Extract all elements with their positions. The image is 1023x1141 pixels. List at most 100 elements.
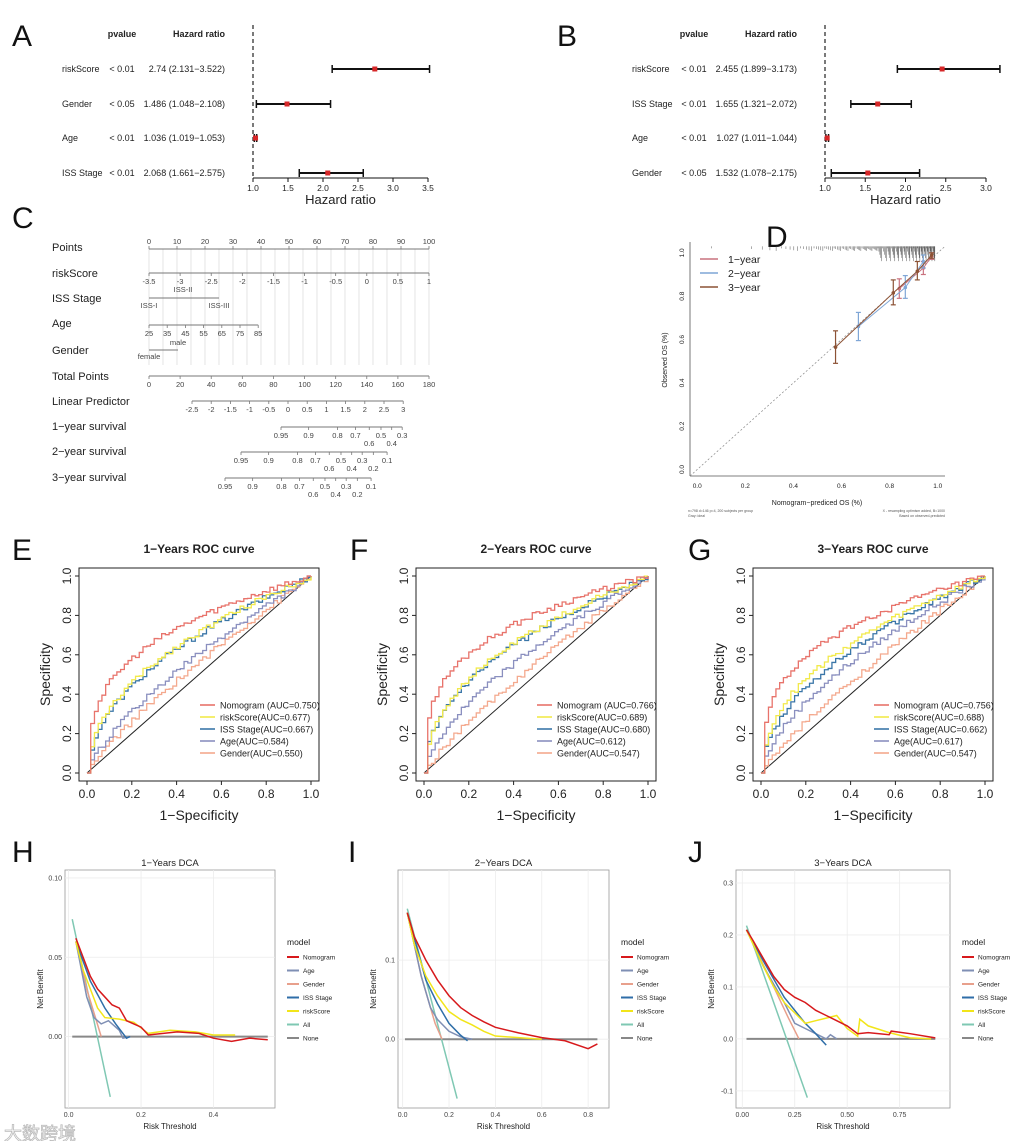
nomogram-row-label: Total Points [52, 371, 109, 383]
diagonal-reference [86, 575, 312, 774]
legend-label: All [303, 1022, 311, 1029]
legend-label: Nomogram [637, 955, 669, 962]
nomogram-tick-label: 80 [269, 380, 277, 389]
nomogram-tick-label: 0.5 [376, 431, 386, 440]
y-tick-label: 0.0 [723, 1036, 733, 1043]
x-tick-label: 0.8 [595, 787, 612, 801]
x-axis-title: Nomogram−prediced OS (%) [772, 500, 862, 507]
footnote: Gray: ideal [688, 514, 705, 518]
x-tick-label: 0.2 [136, 1112, 146, 1119]
panel-letter-b: B [557, 20, 577, 53]
x-tick-label: 0.00 [735, 1112, 749, 1119]
plot-frame [752, 567, 994, 782]
x-tick-label: 0.6 [837, 483, 846, 490]
nomogram-tick-label: -1 [301, 277, 308, 286]
nomogram-tick-label: 0.95 [234, 456, 249, 465]
watermark: 大数跨境 [4, 1124, 76, 1141]
nomogram-tick-label: 45 [181, 329, 189, 338]
row-label: riskScore [62, 64, 100, 74]
x-tick-label: 1.0 [819, 183, 831, 193]
y-tick-label: 0.4 [60, 686, 74, 703]
x-tick-label: 0.0 [79, 787, 96, 801]
row-pvalue: < 0.01 [681, 133, 706, 143]
y-tick-label: 0.6 [679, 335, 686, 344]
nomogram-tick-label: 3 [401, 405, 405, 414]
panel-letter-i: I [348, 836, 356, 869]
nomogram-tick-label: ISS-I [141, 301, 158, 310]
nomogram-tick-label: 60 [238, 380, 246, 389]
legend-title: model [621, 937, 644, 947]
legend-label: ISS Stage [637, 995, 667, 1002]
hazard-ratio-header: Hazard ratio [173, 29, 226, 39]
y-tick-label: 0.0 [60, 764, 74, 781]
x-tick-label: 0.8 [885, 483, 894, 490]
calibration-point [903, 285, 908, 290]
nomogram-tick-label: 65 [218, 329, 226, 338]
x-tick-label: 0.4 [168, 787, 185, 801]
nomogram-tick-label: 2 [363, 405, 367, 414]
calibration-point [921, 259, 926, 264]
nomogram-tick-label: 0.7 [310, 456, 320, 465]
nomogram-tick-label: -2.5 [205, 277, 218, 286]
nomogram-tick-label: 0.95 [274, 431, 289, 440]
y-tick-label: 0.8 [734, 607, 748, 624]
row-pvalue: < 0.01 [109, 168, 134, 178]
legend-label: Gender(AUC=0.547) [557, 749, 640, 759]
nomogram-tick-label: 25 [145, 329, 153, 338]
row-hazard-ratio: 1.486 (1.048−2.108) [144, 99, 225, 109]
nomogram-tick-label: 0.8 [332, 431, 342, 440]
legend-label: riskScore(AUC=0.689) [557, 713, 647, 723]
x-tick-label: 0.4 [505, 787, 522, 801]
nomogram-tick-label: 40 [207, 380, 215, 389]
x-tick-label: 0.6 [213, 787, 230, 801]
hr-point [875, 101, 881, 107]
dca-curve [745, 929, 838, 1040]
panel-letter-d: D [766, 221, 788, 254]
x-tick-label: 2.5 [352, 183, 364, 193]
nomogram-row-label: Gender [52, 345, 89, 357]
legend-label: Gender(AUC=0.550) [220, 749, 303, 759]
nomogram-tick-label: 0.1 [382, 456, 392, 465]
x-tick-label: 0.4 [491, 1112, 501, 1119]
nomogram-tick-label: 0.6 [324, 464, 334, 473]
nomogram-tick-label: 0.2 [352, 490, 362, 499]
roc-curve [424, 576, 649, 774]
x-tick-label: 1.0 [247, 183, 259, 193]
row-hazard-ratio: 1.036 (1.019−1.053) [144, 133, 225, 143]
x-tick-label: 0.50 [840, 1112, 854, 1119]
x-axis-title: 1−Specificity [160, 807, 239, 823]
nomogram-row-label: Linear Predictor [52, 396, 130, 408]
roc-curve [424, 576, 649, 774]
legend-label: riskScore(AUC=0.688) [894, 713, 984, 723]
y-axis-title: Observed OS (%) [662, 332, 669, 387]
chart-title: 3−Years ROC curve [817, 542, 928, 556]
plot-panel [64, 869, 276, 1109]
nomogram-tick-label: 0.3 [397, 431, 407, 440]
roc-curve [761, 575, 985, 774]
nomogram-tick-label: 0.7 [350, 431, 360, 440]
nomogram-tick-label: 100 [298, 380, 311, 389]
nomogram-tick-label: 80 [369, 237, 377, 246]
hr-point [939, 66, 945, 72]
dca-curve [406, 912, 473, 1040]
row-label: Gender [632, 168, 662, 178]
row-pvalue: < 0.05 [681, 168, 706, 178]
nomogram-tick-label: 120 [329, 380, 342, 389]
nomogram-tick-label: 1.5 [340, 405, 350, 414]
y-axis-title: Specificity [374, 643, 390, 706]
nomogram-tick-label: 30 [229, 237, 237, 246]
y-tick-label: 1.0 [397, 567, 411, 584]
x-tick-label: 0.4 [789, 483, 798, 490]
x-axis-title: Risk Threshold [816, 1122, 869, 1131]
nomogram-tick-label: 0.9 [247, 482, 257, 491]
chart-title: 2−Years DCA [475, 858, 533, 869]
legend-label: ISS Stage(AUC=0.662) [894, 725, 987, 735]
roc-curve [87, 576, 312, 774]
nomogram-tick-label: 10 [173, 237, 181, 246]
y-tick-label: 0.2 [60, 725, 74, 742]
footnote: n=798 d=146 p=4, 200 subjects per group [688, 509, 753, 513]
row-label: Age [632, 133, 648, 143]
x-tick-label: 3.0 [387, 183, 399, 193]
legend-label: riskScore [637, 1009, 664, 1016]
nomogram-row-label: 2−year survival [52, 446, 126, 458]
